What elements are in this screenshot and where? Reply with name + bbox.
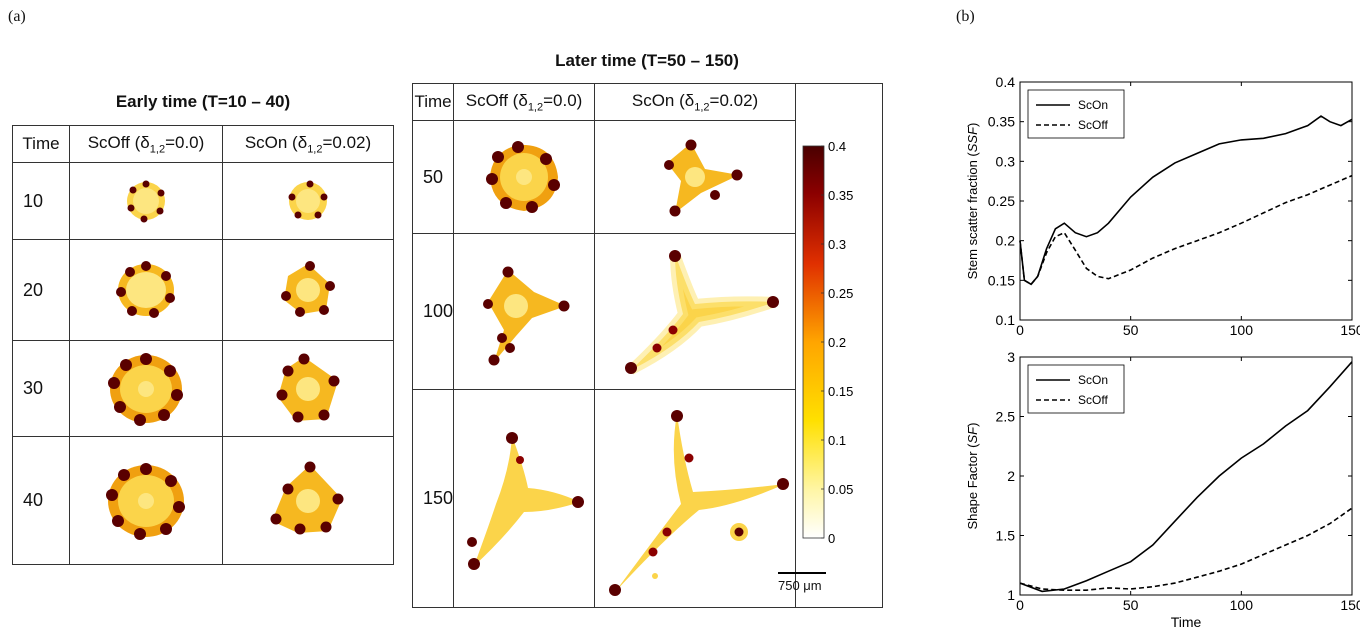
early-scoff-image bbox=[69, 162, 223, 240]
x-tick-label: 50 bbox=[1123, 322, 1139, 338]
legend-label: ScOff bbox=[1078, 393, 1108, 407]
series-line-scoff bbox=[1019, 507, 1353, 591]
panel-b-label: (b) bbox=[956, 8, 975, 25]
x-tick-label: 50 bbox=[1123, 597, 1139, 613]
early-time-40: 40 bbox=[12, 436, 70, 565]
early-grid: Time ScOff (δ1,2=0.0) ScOn (δ1,2=0.02) 1… bbox=[12, 125, 394, 565]
early-header-scon: ScOn (δ1,2=0.02) bbox=[222, 125, 394, 163]
later-scoff-image bbox=[453, 120, 596, 235]
colorbar-tick-label: 0.05 bbox=[828, 482, 853, 497]
y-tick-label: 0.2 bbox=[996, 233, 1016, 249]
ssf-plot: 0 50 100 150 0.1 0.15 0.2 0.25 0.3 0.35 0.4 Stem sc… bbox=[965, 74, 1360, 338]
colorbar-tick-label: 0.2 bbox=[828, 335, 846, 350]
scale-bar-label: 750 μm bbox=[778, 578, 822, 593]
early-header-time: Time bbox=[12, 125, 70, 163]
early-grid-title: Early time (T=10 – 40) bbox=[115, 92, 291, 111]
early-time-30: 30 bbox=[12, 340, 70, 437]
legend-label: ScOn bbox=[1078, 98, 1108, 112]
cell-colony-image bbox=[486, 141, 561, 214]
y-tick-label: 0.1 bbox=[996, 312, 1016, 328]
x-axis-label: Time bbox=[1171, 614, 1202, 630]
legend bbox=[1027, 364, 1125, 414]
early-time-20: 20 bbox=[12, 239, 70, 341]
cell-colony-image bbox=[609, 410, 790, 597]
later-scoff-image bbox=[453, 388, 596, 609]
later-scon-image bbox=[594, 388, 797, 609]
y-axis-label: Stem scatter fraction (SSF) bbox=[965, 123, 980, 280]
x-tick-label: 100 bbox=[1230, 597, 1254, 613]
cell-colony-image bbox=[625, 249, 780, 375]
later-grid-title: Later time (T=50 – 150) bbox=[555, 51, 739, 70]
later-time-50: 50 bbox=[411, 120, 455, 235]
later-time-100: 100 bbox=[411, 233, 455, 390]
early-scoff-image bbox=[69, 436, 223, 565]
y-tick-label: 1.5 bbox=[996, 528, 1016, 544]
early-scon-image bbox=[222, 162, 394, 240]
shape-factor-plot: 0 50 100 150 1 1.5 2 2.5 3 Shape Factor (SF) Time S… bbox=[965, 349, 1360, 630]
later-header-scon: ScOn (δ1,2=0.02) bbox=[594, 82, 797, 122]
x-tick-label: 0 bbox=[1016, 322, 1024, 338]
panel-a-label: (a) bbox=[8, 8, 26, 25]
cell-colony-image bbox=[116, 261, 175, 318]
series-line-scon bbox=[1019, 361, 1353, 593]
y-tick-label: 2.5 bbox=[996, 409, 1016, 425]
y-tick-label: 0.4 bbox=[996, 74, 1016, 90]
scale-bar-line bbox=[778, 572, 826, 574]
legend-label: ScOn bbox=[1078, 373, 1108, 387]
cell-colony-image bbox=[270, 461, 344, 534]
x-tick-label: 150 bbox=[1340, 597, 1360, 613]
colorbar-tick-label: 0.1 bbox=[828, 433, 846, 448]
early-scon-image bbox=[222, 340, 394, 437]
colorbar-tick-label: 0.4 bbox=[828, 139, 846, 154]
later-header-scoff: ScOff (δ1,2=0.0) bbox=[453, 82, 596, 122]
cell-colony-image bbox=[106, 462, 185, 540]
y-axis-label: Shape Factor (SF) bbox=[965, 423, 980, 530]
later-scoff-image bbox=[453, 233, 596, 390]
cell-colony-image bbox=[467, 432, 585, 571]
colorbar-tick-label: 0.15 bbox=[828, 384, 853, 399]
y-tick-label: 1 bbox=[1007, 587, 1015, 603]
colorbar-gradient bbox=[802, 145, 825, 539]
early-scon-image bbox=[222, 436, 394, 565]
cell-colony-image bbox=[108, 352, 183, 426]
colorbar: 0.4 0.35 0.3 0.25 0.2 0.15 0.1 0.05 0 bbox=[802, 139, 853, 546]
colorbar-tick-label: 0.3 bbox=[828, 237, 846, 252]
later-scon-image bbox=[594, 233, 797, 390]
colorbar-tick-label: 0.35 bbox=[828, 188, 853, 203]
x-tick-label: 100 bbox=[1230, 322, 1254, 338]
legend-label: ScOff bbox=[1078, 118, 1108, 132]
early-scon-image bbox=[222, 239, 394, 341]
later-grid: Time ScOff (δ1,2=0.0) ScOn (δ1,2=0.02) bbox=[411, 82, 884, 609]
y-tick-label: 0.35 bbox=[988, 114, 1015, 130]
colorbar-tick-label: 0.25 bbox=[828, 286, 853, 301]
y-tick-label: 3 bbox=[1007, 349, 1015, 365]
y-tick-label: 0.3 bbox=[996, 153, 1016, 169]
cell-colony-image bbox=[276, 353, 340, 422]
colorbar-tick-label: 0 bbox=[828, 531, 835, 546]
y-tick-label: 0.25 bbox=[988, 193, 1015, 209]
y-tick-label: 2 bbox=[1007, 468, 1015, 484]
x-tick-label: 0 bbox=[1016, 597, 1024, 613]
early-time-10: 10 bbox=[12, 162, 70, 240]
colorbar-cell: 0.4 0.35 0.3 0.25 0.2 0.15 0.1 0.05 0 bbox=[795, 83, 884, 608]
cell-colony-image bbox=[288, 180, 328, 220]
later-scon-image bbox=[594, 120, 797, 235]
early-scoff-image bbox=[69, 340, 223, 437]
cell-colony-image bbox=[664, 139, 743, 217]
later-time-150: 150 bbox=[411, 388, 455, 609]
later-header-time: Time bbox=[411, 82, 455, 122]
cell-colony-image bbox=[127, 180, 165, 223]
series-line-scon bbox=[1019, 115, 1353, 286]
early-scoff-image bbox=[69, 239, 223, 341]
cell-colony-image bbox=[281, 261, 335, 317]
cell-colony-image bbox=[483, 266, 570, 366]
x-tick-label: 150 bbox=[1340, 322, 1360, 338]
legend bbox=[1027, 89, 1125, 139]
y-tick-label: 0.15 bbox=[988, 272, 1015, 288]
early-header-scoff: ScOff (δ1,2=0.0) bbox=[69, 125, 223, 163]
